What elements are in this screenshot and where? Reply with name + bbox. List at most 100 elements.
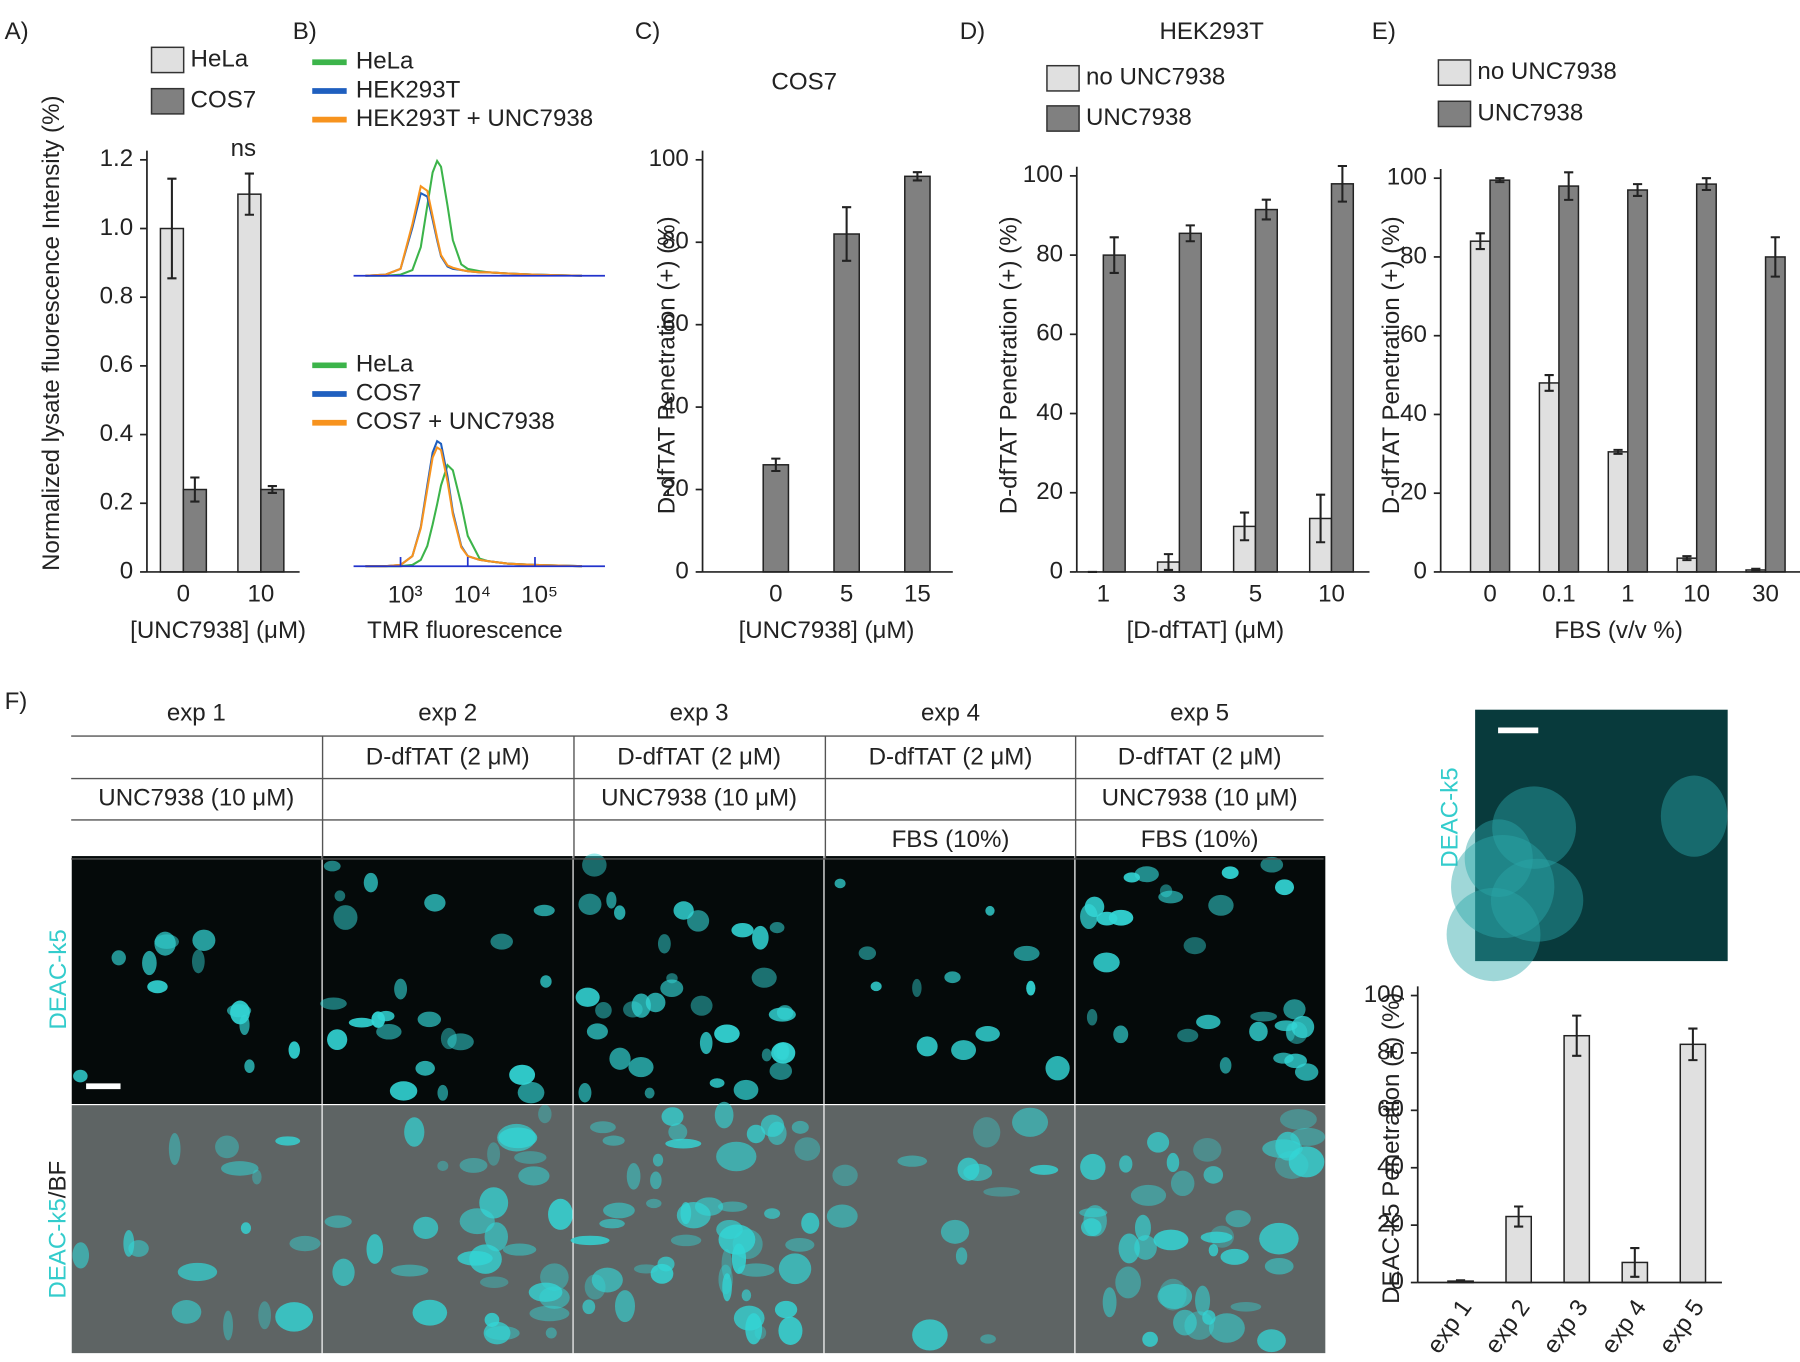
- cell: [741, 1289, 752, 1302]
- cell: [764, 1208, 781, 1219]
- cell: [582, 853, 607, 877]
- cell: [1026, 980, 1036, 996]
- y-tick-label: 0.6: [100, 351, 134, 378]
- cell: [760, 1114, 785, 1137]
- y-tick-label: 80: [1377, 1038, 1404, 1065]
- y-axis-label: DEAC-k5 Penetration (+) (%): [1378, 993, 1405, 1304]
- bar: [762, 464, 790, 573]
- y-tick-label: 0: [675, 557, 688, 584]
- cell: [1130, 1184, 1167, 1206]
- bar: [1558, 185, 1580, 573]
- cell: [737, 1263, 775, 1277]
- x-tick-label: 5: [1249, 580, 1262, 607]
- panel-label: B): [293, 18, 317, 45]
- cell: [1446, 887, 1541, 982]
- cell: [394, 978, 408, 1000]
- cell: [1250, 1011, 1277, 1022]
- cell: [586, 1023, 608, 1040]
- cell: [1134, 1235, 1157, 1260]
- cell: [657, 1256, 675, 1272]
- x-tick-label: 1: [1097, 580, 1110, 607]
- cell: [412, 1299, 448, 1326]
- error-bar: [1688, 1027, 1698, 1062]
- legend-label: HeLa: [356, 351, 414, 378]
- error-bar: [1239, 511, 1250, 542]
- cell: [334, 890, 346, 902]
- cell: [778, 1253, 812, 1285]
- histogram-line: [365, 191, 582, 277]
- cell: [1225, 1210, 1251, 1228]
- inset-micrograph: [1475, 709, 1728, 962]
- x-tick-label: 10: [247, 580, 274, 607]
- error-bar: [1109, 236, 1119, 274]
- cell: [223, 1310, 233, 1341]
- table-header: exp 4: [921, 700, 980, 727]
- bar: [1563, 1034, 1591, 1284]
- cell: [768, 1007, 796, 1022]
- cell: [769, 922, 785, 934]
- cell: [123, 1229, 135, 1257]
- cell: [1134, 866, 1159, 883]
- error-bar: [1185, 224, 1195, 243]
- cell: [731, 923, 754, 938]
- y-tick-label: 0: [1391, 1268, 1404, 1295]
- cell: [670, 1234, 702, 1247]
- x-tick-label: exp 3: [1538, 1295, 1594, 1359]
- cell: [376, 1023, 402, 1040]
- cell: [1660, 775, 1728, 857]
- cell: [609, 1047, 631, 1070]
- cell: [514, 1151, 547, 1164]
- cell: [769, 1061, 793, 1080]
- y-tick-label: 1.0: [100, 214, 134, 241]
- error-bar: [1315, 493, 1326, 544]
- cell: [332, 1258, 355, 1287]
- cell: [480, 1276, 509, 1288]
- cell: [721, 1248, 732, 1280]
- cell: [1123, 872, 1141, 883]
- cell: [1259, 1222, 1299, 1255]
- error-bar: [1475, 232, 1485, 251]
- cell: [457, 1250, 493, 1266]
- error-bar: [912, 171, 923, 182]
- y-tick-label: 60: [1036, 320, 1063, 347]
- cell: [687, 910, 710, 932]
- bar: [1538, 382, 1560, 573]
- bar: [904, 175, 931, 573]
- y-tick-label: 80: [662, 228, 689, 255]
- bar: [1178, 232, 1202, 573]
- cell: [154, 931, 176, 956]
- cell: [614, 905, 626, 920]
- bar: [1607, 451, 1629, 573]
- cell: [709, 1078, 725, 1088]
- error-bar: [1495, 177, 1505, 184]
- cell: [1220, 1248, 1249, 1265]
- x-tick-label: exp 5: [1654, 1295, 1710, 1359]
- cell: [1108, 909, 1134, 926]
- legend-label: COS7: [191, 87, 257, 114]
- y-tick-label: 60: [1400, 321, 1427, 348]
- cell: [951, 1040, 977, 1060]
- legend-label: HEK293T: [356, 76, 461, 103]
- error-bar: [1544, 374, 1554, 392]
- error-bar: [1632, 183, 1643, 197]
- histogram-line: [365, 184, 582, 277]
- error-bar: [167, 177, 177, 280]
- cell: [1283, 999, 1306, 1020]
- cell: [1102, 1287, 1117, 1318]
- cell: [955, 1247, 968, 1265]
- legend-label: HeLa: [191, 45, 249, 72]
- cell: [240, 1222, 252, 1235]
- x-tick-label: 10⁴: [454, 581, 491, 608]
- legend-swatch: [1046, 105, 1080, 132]
- annotation: ns: [231, 135, 256, 162]
- y-tick-label: 100: [1364, 981, 1404, 1008]
- y-tick-label: 40: [1377, 1153, 1404, 1180]
- cell: [417, 1011, 442, 1028]
- panel-label: D): [960, 18, 985, 45]
- legend-label: no UNC7938: [1477, 58, 1616, 85]
- cell: [646, 1198, 662, 1209]
- x-tick-label: 10³: [388, 581, 423, 608]
- y-tick-label: 0: [1050, 557, 1063, 584]
- cell: [912, 978, 922, 998]
- cell: [459, 1157, 488, 1173]
